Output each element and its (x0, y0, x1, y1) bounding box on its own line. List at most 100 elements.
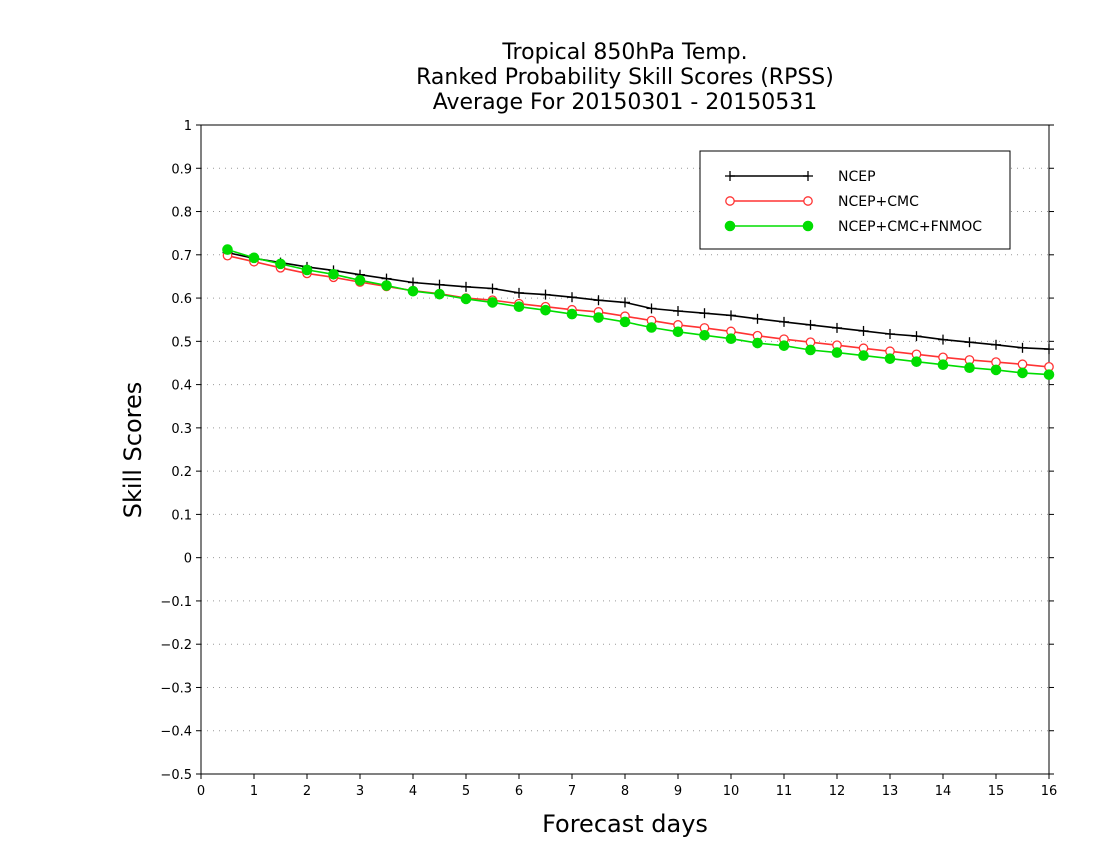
series-1 (222, 250, 1054, 372)
plus-marker (461, 281, 471, 292)
plus-marker (567, 292, 577, 303)
plus-marker (699, 308, 710, 319)
series-2 (222, 244, 1055, 380)
y-tick-label: −0.3 (160, 681, 192, 696)
legend-entry-1: NCEP+CMC (725, 194, 919, 210)
plus-marker (514, 287, 524, 298)
filled-circle-marker (328, 268, 339, 280)
plus-marker (434, 279, 445, 290)
plus-marker (779, 316, 789, 327)
filled-circle-marker (434, 288, 445, 300)
plus-marker (805, 319, 816, 330)
plus-marker (646, 303, 657, 314)
y-tick-label: 0.6 (171, 292, 192, 307)
filled-circle-marker (407, 285, 419, 297)
plus-marker (938, 334, 948, 345)
x-axis-title: Forecast days (542, 810, 708, 838)
x-tick-label: 5 (462, 784, 470, 799)
plus-marker (885, 328, 895, 339)
x-tick-label: 15 (988, 784, 1005, 799)
series-lines (222, 244, 1055, 380)
filled-circle-marker (911, 356, 922, 367)
x-tick-label: 6 (515, 784, 523, 799)
filled-circle-marker (222, 244, 233, 255)
legend-label: NCEP (838, 169, 876, 185)
x-tick-label: 2 (303, 784, 311, 799)
x-tick-label: 0 (197, 784, 205, 799)
plus-marker (803, 171, 813, 181)
y-tick-label: −0.5 (160, 768, 192, 783)
legend: NCEP NCEP+CMC NCEP+CMC+FNMOC (699, 150, 1011, 250)
y-tick-label: −0.4 (160, 725, 192, 740)
filled-circle-marker (540, 304, 551, 316)
legend-entry-2: NCEP+CMC+FNMOC (724, 219, 982, 235)
y-tick-label: 0.4 (171, 379, 192, 394)
filled-circle-marker (275, 258, 286, 270)
plus-marker (1017, 342, 1028, 353)
filled-circle-marker (487, 297, 498, 308)
filled-circle-marker (805, 344, 816, 356)
plus-marker (593, 295, 604, 306)
x-tick-label: 14 (935, 784, 952, 799)
filled-circle-marker (724, 220, 736, 232)
legend-label: NCEP+CMC+FNMOC (838, 219, 982, 235)
plus-marker (832, 322, 842, 333)
filled-circle-marker (460, 293, 472, 305)
filled-circle-marker (1043, 369, 1055, 380)
y-tick-label: 0 (184, 552, 192, 567)
x-tick-label: 8 (621, 784, 629, 799)
legend-label: NCEP+CMC (838, 194, 919, 210)
filled-circle-marker (937, 359, 949, 370)
y-axis-ticks: −0.5 −0.4 −0.3 −0.2 −0.1 0 0.1 0.2 0.3 0.4 0.5 0.6 0… (160, 119, 1054, 783)
plus-marker (673, 306, 683, 317)
legend-entries: NCEP NCEP+CMC NCEP+CMC+FNMOC (724, 169, 982, 235)
y-axis-title: Skill Scores (119, 382, 147, 519)
x-tick-label: 7 (568, 784, 576, 799)
series-line (227, 251, 1050, 350)
legend-box (699, 150, 1011, 250)
series-line (227, 254, 1050, 368)
filled-circle-marker (619, 316, 631, 328)
plus-marker (1044, 344, 1054, 355)
filled-circle-marker (1017, 367, 1028, 379)
x-tick-label: 11 (776, 784, 793, 799)
filled-circle-marker (672, 326, 684, 338)
y-tick-label: 0.3 (171, 422, 192, 437)
plus-marker (858, 325, 869, 336)
filled-circle-marker (593, 312, 604, 323)
y-tick-label: 0.5 (171, 335, 192, 350)
y-tick-label: 0.7 (171, 249, 192, 264)
chart-title: Tropical 850hPa Temp. Ranked Probability… (416, 40, 834, 115)
filled-circle-marker (964, 362, 975, 374)
filled-circle-marker (301, 264, 313, 276)
x-tick-label: 4 (409, 784, 417, 799)
series-0 (222, 247, 1054, 355)
y-tick-label: 0.9 (171, 162, 192, 177)
filled-circle-marker (566, 308, 578, 320)
open-circle-marker (1017, 359, 1028, 370)
plus-marker (408, 277, 418, 288)
open-circle-marker (725, 196, 735, 206)
legend-entry-0: NCEP (725, 169, 876, 185)
filled-circle-marker (831, 347, 843, 358)
title-line-2: Ranked Probability Skill Scores (RPSS) (416, 65, 834, 90)
filled-circle-marker (752, 337, 763, 349)
x-tick-label: 10 (723, 784, 740, 799)
filled-circle-marker (381, 280, 392, 291)
filled-circle-marker (699, 329, 710, 341)
filled-circle-marker (725, 333, 737, 345)
y-tick-label: 1 (184, 119, 192, 134)
x-tick-label: 3 (356, 784, 364, 799)
y-tick-label: −0.1 (160, 595, 192, 610)
x-tick-label: 9 (674, 784, 682, 799)
filled-circle-marker (513, 301, 525, 313)
filled-circle-marker (778, 340, 790, 351)
open-circle-marker (803, 196, 813, 206)
x-tick-label: 13 (882, 784, 899, 799)
x-tick-label: 16 (1041, 784, 1058, 799)
plus-marker (752, 313, 763, 324)
x-axis-ticks: 0 1 2 3 4 5 6 7 8 9 10 11 12 13 14 15 16 (197, 774, 1057, 799)
filled-circle-marker (990, 364, 1002, 376)
y-tick-label: 0.1 (171, 508, 192, 523)
